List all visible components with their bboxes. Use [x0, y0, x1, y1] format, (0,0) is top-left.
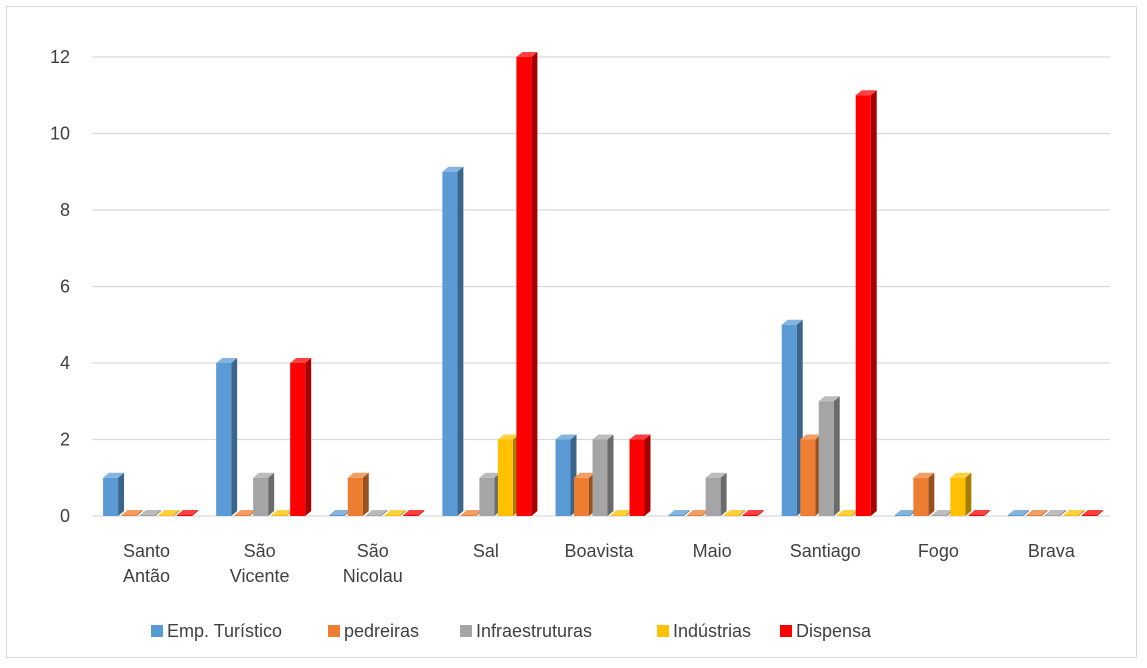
bar-pedreiras-8	[1026, 510, 1048, 516]
bar-emp-tur-stico-1	[216, 358, 238, 516]
bar-infraestruturas-8	[1044, 510, 1066, 516]
legend-swatch	[328, 625, 340, 637]
x-axis-categories: Santo Antão São Vicente São Nicolau Sal Boavist…	[123, 541, 1076, 586]
bar-dispensa-7	[968, 510, 990, 516]
y-tick-label: 10	[50, 124, 70, 144]
y-tick-label: 12	[50, 47, 70, 67]
x-category-label: Antão	[123, 566, 170, 586]
x-category-label: Vicente	[230, 566, 290, 586]
bar-dispensa-0	[177, 510, 199, 516]
legend-item: Emp. Turístico	[151, 621, 282, 641]
y-tick-label: 4	[60, 353, 70, 373]
x-category-label: Fogo	[918, 541, 959, 561]
legend-item: Indústrias	[657, 621, 751, 641]
legend-swatch	[657, 625, 669, 637]
bar-emp-tur-stico-6	[781, 319, 803, 516]
bar-pedreiras-5	[687, 510, 709, 516]
bar-infraestruturas-4	[592, 434, 614, 516]
bars	[103, 52, 1103, 516]
legend-swatch	[151, 625, 163, 637]
bar-ind-strias-7	[950, 472, 972, 516]
legend-label: Dispensa	[796, 621, 872, 641]
bar-pedreiras-3	[460, 510, 482, 516]
bar-ind-strias-2	[384, 510, 406, 516]
bar-pedreiras-6	[800, 434, 822, 516]
bar-infraestruturas-0	[140, 510, 162, 516]
bar-dispensa-2	[403, 510, 425, 516]
bar-ind-strias-8	[1063, 510, 1085, 516]
y-axis-ticks: 0 2 4 6 8 10 12	[50, 47, 70, 526]
bar-emp-tur-stico-3	[442, 166, 464, 516]
bar-infraestruturas-5	[705, 472, 727, 516]
y-tick-label: 0	[60, 506, 70, 526]
x-category-label: São	[244, 541, 276, 561]
bar-dispensa-1	[290, 358, 312, 516]
legend-label: Emp. Turístico	[167, 621, 282, 641]
x-category-label: Santiago	[790, 541, 861, 561]
bar-ind-strias-0	[158, 510, 180, 516]
bar-dispensa-3	[516, 52, 538, 516]
bar-ind-strias-6	[837, 510, 859, 516]
y-tick-label: 8	[60, 200, 70, 220]
bar-ind-strias-1	[271, 510, 293, 516]
legend-swatch	[460, 625, 472, 637]
bar-infraestruturas-2	[366, 510, 388, 516]
x-category-label: Sal	[473, 541, 499, 561]
bar-ind-strias-4	[611, 510, 632, 516]
legend: Emp. Turístico pedreiras Infraestruturas In…	[151, 621, 872, 641]
bar-infraestruturas-7	[931, 510, 953, 516]
bar-pedreiras-4	[574, 472, 595, 516]
bar-infraestruturas-3	[479, 472, 501, 516]
bar-emp-tur-stico-5	[668, 510, 690, 516]
bar-ind-strias-3	[497, 434, 519, 516]
legend-item: Infraestruturas	[460, 621, 592, 641]
x-category-label: Maio	[693, 541, 732, 561]
x-category-label: Brava	[1028, 541, 1076, 561]
bar-emp-tur-stico-7	[894, 510, 916, 516]
x-category-label: Santo	[123, 541, 170, 561]
y-tick-label: 2	[60, 430, 70, 450]
x-category-label: São	[357, 541, 389, 561]
bar-dispensa-6	[855, 90, 877, 516]
legend-label: Infraestruturas	[476, 621, 592, 641]
legend-swatch	[780, 625, 792, 637]
bar-pedreiras-0	[121, 510, 143, 516]
bar-emp-tur-stico-8	[1007, 510, 1029, 516]
bar-dispensa-4	[629, 434, 651, 516]
legend-label: pedreiras	[344, 621, 419, 641]
bar-dispensa-5	[742, 510, 764, 516]
bar-ind-strias-5	[724, 510, 746, 516]
bar-emp-tur-stico-2	[329, 510, 351, 516]
bar-pedreiras-7	[913, 472, 935, 516]
x-category-label: Nicolau	[343, 566, 403, 586]
legend-label: Indústrias	[673, 621, 751, 641]
chart-area	[6, 6, 1137, 658]
bar-dispensa-8	[1081, 510, 1103, 516]
bar-pedreiras-2	[347, 472, 369, 516]
bar-infraestruturas-1	[253, 472, 275, 516]
bar-infraestruturas-6	[818, 396, 840, 516]
bar-pedreiras-1	[234, 510, 256, 516]
legend-item: pedreiras	[328, 621, 419, 641]
bar-emp-tur-stico-4	[555, 434, 577, 516]
y-tick-label: 6	[60, 277, 70, 297]
legend-item: Dispensa	[780, 621, 872, 641]
bar-emp-tur-stico-0	[103, 472, 125, 516]
x-category-label: Boavista	[564, 541, 634, 561]
